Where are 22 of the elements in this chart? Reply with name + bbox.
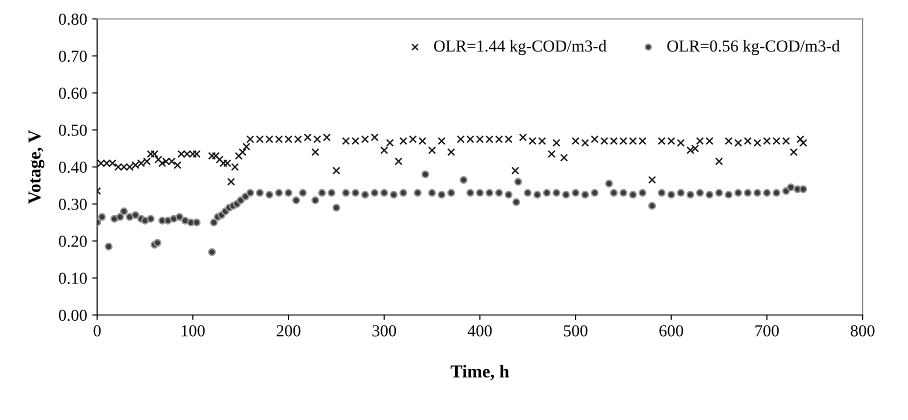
legend-label: OLR=1.44 kg-COD/m3-d	[434, 40, 606, 56]
y-axis-title: Votage, V	[28, 130, 44, 204]
x-tick-label: 200	[276, 325, 300, 336]
legend-label: OLR=0.56 kg-COD/m3-d	[667, 40, 840, 56]
x-tick-label: 700	[756, 325, 779, 336]
x-tick-label: 500	[564, 325, 588, 336]
x-tick-label: 0	[94, 325, 101, 336]
y-tick-label: 0.70	[58, 50, 87, 62]
y-tick-label: 0.20	[58, 236, 87, 247]
x-axis-title: Time, h	[450, 364, 510, 380]
y-tick-label: 0.50	[58, 124, 87, 136]
x-tick-label: 600	[659, 325, 684, 336]
x-tick-label: 100	[182, 325, 205, 336]
x-tick-label: 400	[468, 325, 492, 336]
x-tick-label: 300	[372, 325, 396, 336]
y-tick-label: 0.00	[58, 310, 87, 322]
y-tick-label: 0.60	[58, 88, 87, 99]
y-tick-label: 0.80	[58, 14, 87, 25]
y-tick-label: 0.40	[58, 162, 87, 173]
y-tick-label: 0.30	[58, 198, 87, 210]
y-tick-label: 0.10	[58, 272, 87, 284]
x-tick-label: 800	[850, 325, 874, 336]
